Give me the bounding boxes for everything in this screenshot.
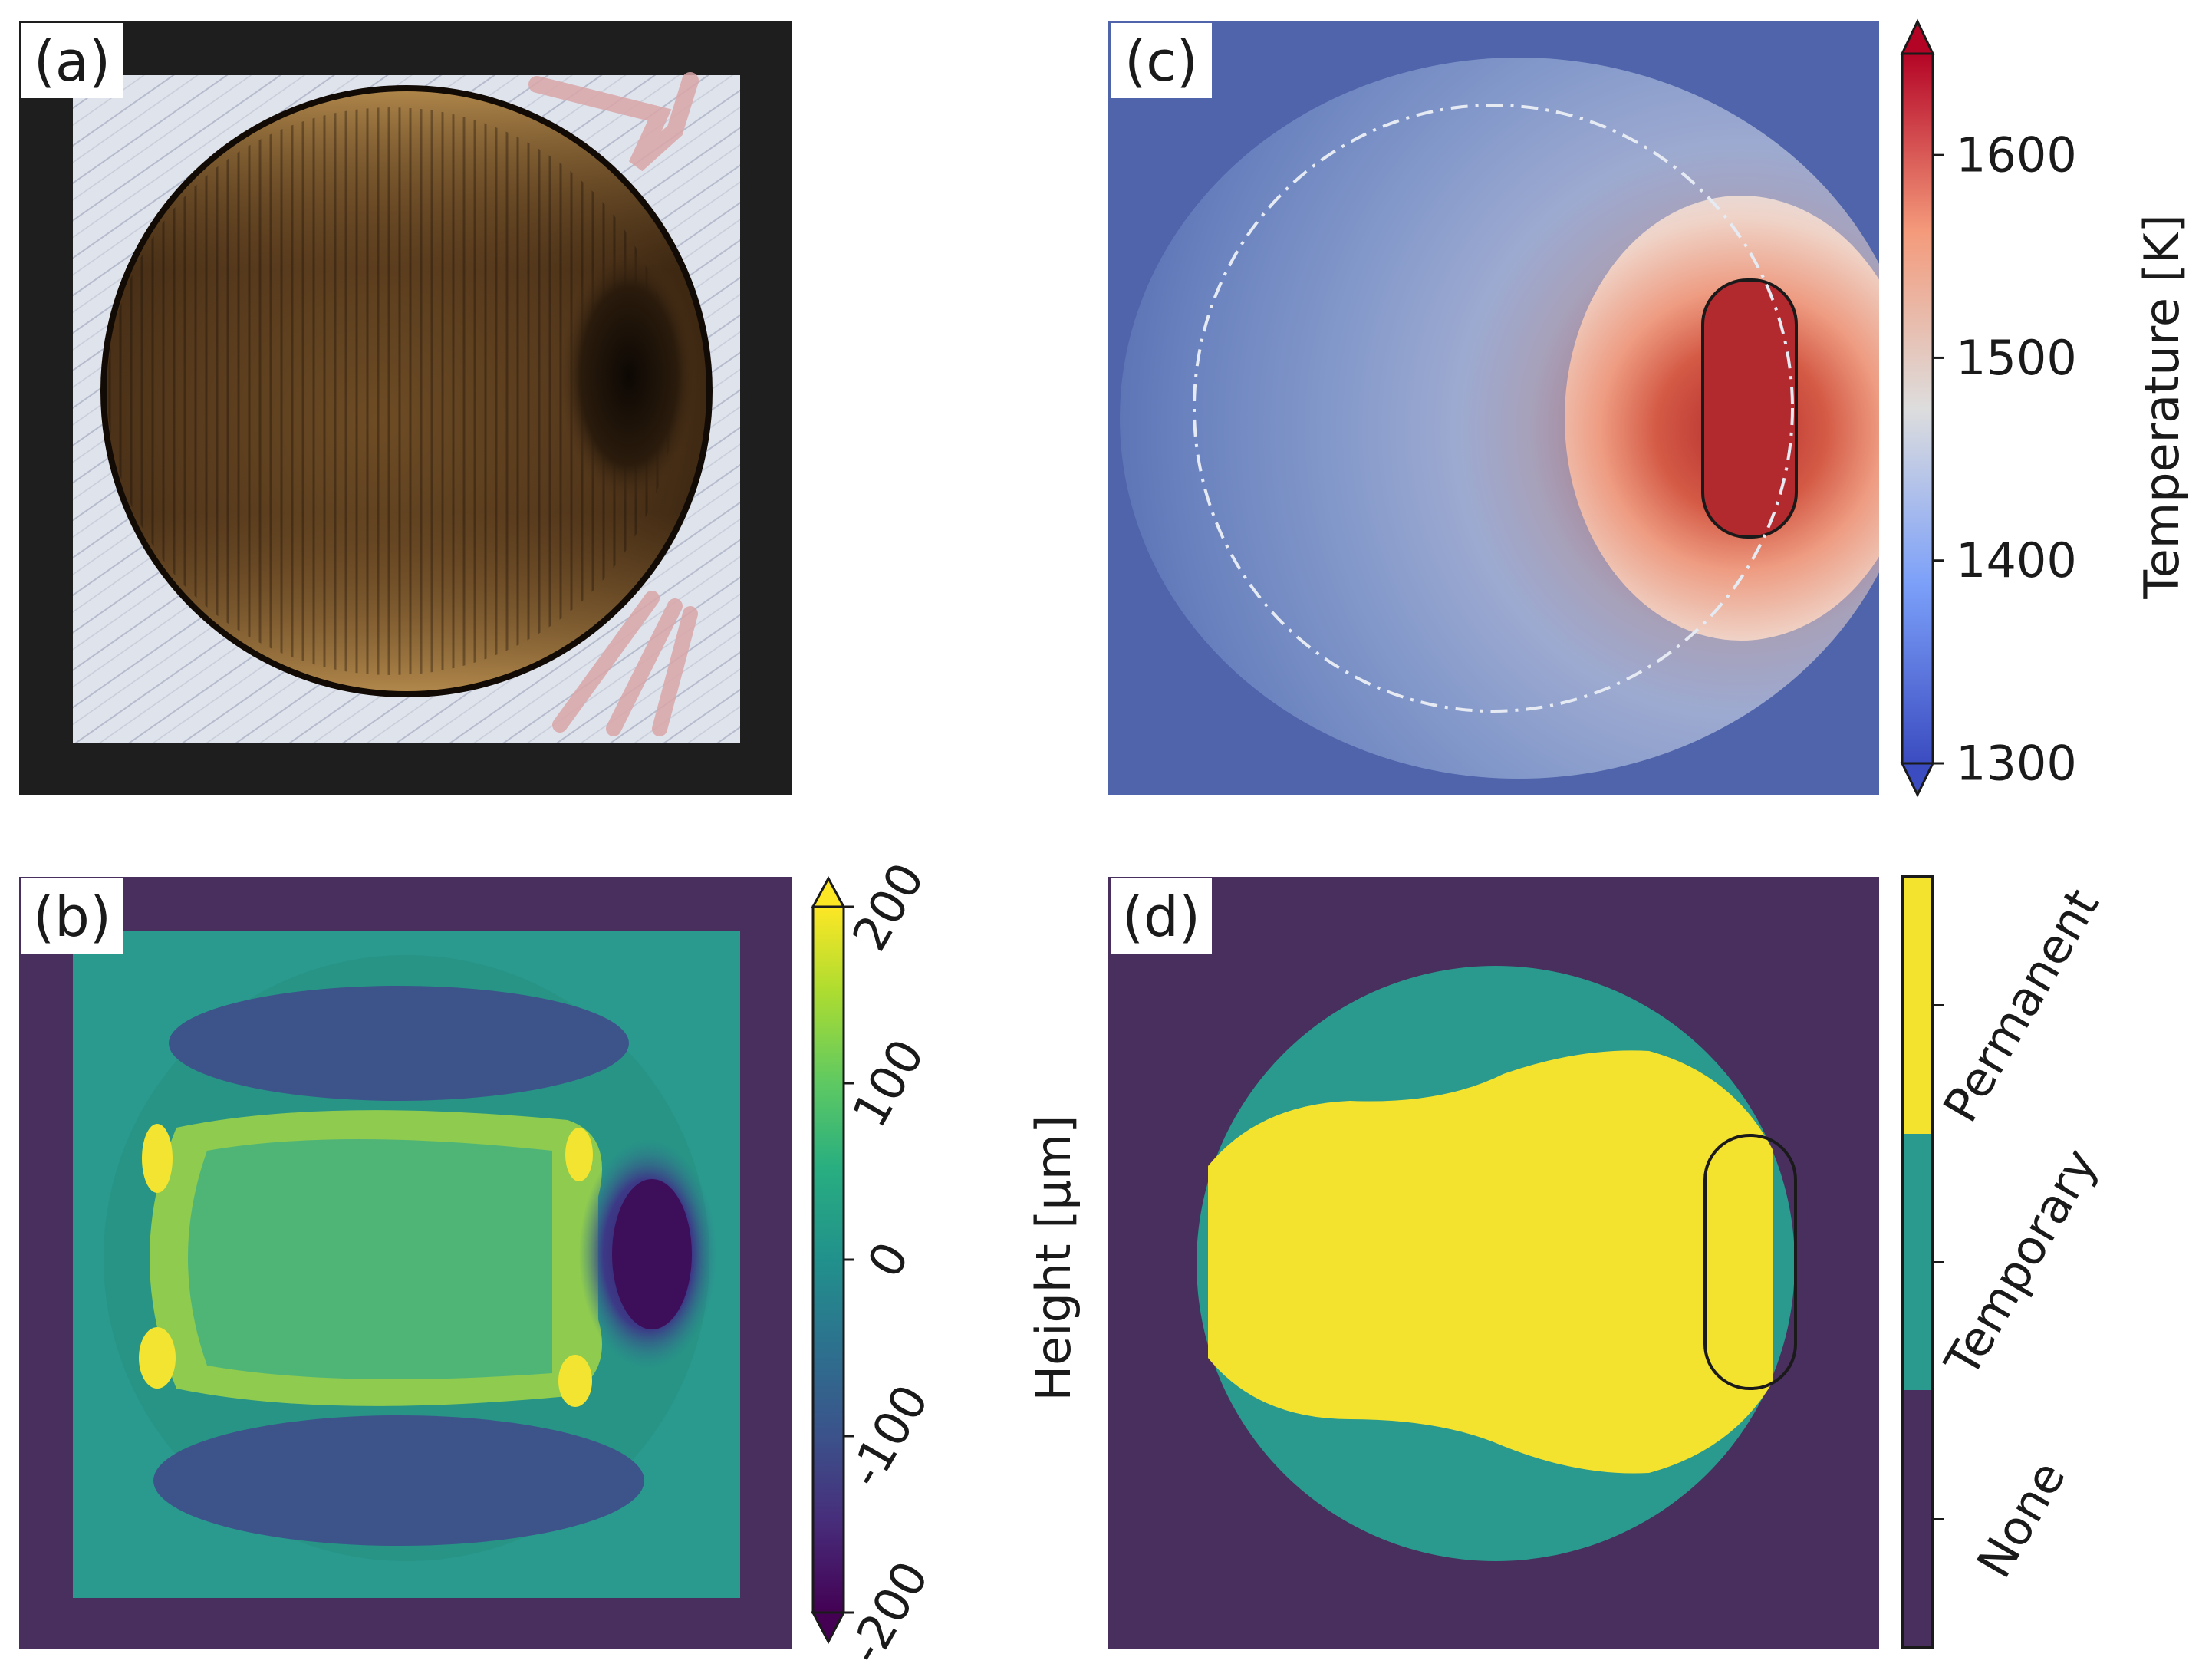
colorbar-temp-bottom-extend (1900, 762, 1935, 798)
colorbar-height-tick-label: 200 (841, 854, 935, 960)
panel-label-d-bg (1111, 878, 1212, 954)
panel-b-hotspot-br (558, 1355, 592, 1407)
colorbar-temp-tick-label: 1600 (1956, 127, 2077, 183)
panel-a-crater (560, 249, 698, 502)
panel-label-a-text: (a) (34, 29, 110, 94)
panel-a (19, 21, 792, 795)
colorbar-height-label: Height [µm] (1025, 1115, 1081, 1402)
panel-label-c-text: (c) (1124, 29, 1198, 94)
panel-label-a: (a) (21, 23, 123, 98)
panel-b-hotspot-bl (139, 1327, 176, 1389)
colorbar-height-tick-label: 0 (857, 1233, 920, 1287)
panel-b-lower-trough (153, 1415, 644, 1546)
panel-d (1108, 877, 1879, 1649)
category-label-temporary: Temporary (1934, 1139, 2108, 1386)
colorbar-height-tick-label: -200 (837, 1552, 940, 1667)
panel-label-a-bg (21, 23, 123, 98)
panel-c (1108, 21, 1879, 795)
panel-label-c: (c) (1111, 23, 1212, 98)
panel-b-upper-trough (169, 986, 629, 1101)
panel-a-rim (100, 85, 713, 697)
category-swatch-none (1902, 1390, 1933, 1648)
panel-label-b: (b) (21, 878, 123, 954)
panel-b-hotspot-tr (565, 1128, 593, 1181)
panel-c-sample-outline (1193, 104, 1794, 713)
panel-label-d: (d) (1111, 878, 1212, 954)
colorbar-temperature: 1300 1400 1500 1600 Temperature [K] (1900, 18, 2190, 798)
panel-label-c-bg (1111, 23, 1212, 98)
panel-d-melt-outline (1703, 1134, 1797, 1390)
category-swatch-permanent (1902, 877, 1933, 1134)
colorbar-temp-tick-label: 1300 (1956, 736, 2077, 792)
panel-b-hotspot-tl (142, 1124, 173, 1193)
colorbar-height-tick-label: 100 (841, 1030, 935, 1137)
panel-a-ridges (107, 107, 675, 675)
panel-label-b-bg (21, 878, 123, 954)
panel-a-pink-track-lower (552, 591, 698, 736)
panel-label-b-text: (b) (33, 885, 111, 949)
panel-label-d-text: (d) (1122, 885, 1200, 949)
colorbar-height-top-extend (811, 875, 846, 908)
colorbar-temp-top-extend (1900, 18, 1935, 55)
category-label-permanent: Permanent (1932, 879, 2110, 1131)
colorbar-temp-tick-label: 1500 (1956, 330, 2077, 386)
colorbar-height-bottom-extend (811, 1611, 846, 1645)
category-label-none: None (1966, 1451, 2076, 1587)
category-swatch-temporary (1902, 1134, 1933, 1390)
colorbar-temp-tick-label: 1400 (1956, 532, 2077, 588)
panel-d-permanent-region (1208, 1050, 1773, 1474)
colorbar-height-bar (811, 905, 845, 1614)
panel-c-melt-pool (1701, 278, 1798, 539)
panel-a-pink-track (528, 72, 699, 172)
colorbar-temp-bar (1901, 52, 1934, 765)
colorbar-temp-label: Temperature [K] (2134, 214, 2190, 599)
panel-b-crater-core (612, 1179, 692, 1329)
panel-b-plateau (188, 1139, 552, 1379)
panel-b (19, 877, 792, 1649)
